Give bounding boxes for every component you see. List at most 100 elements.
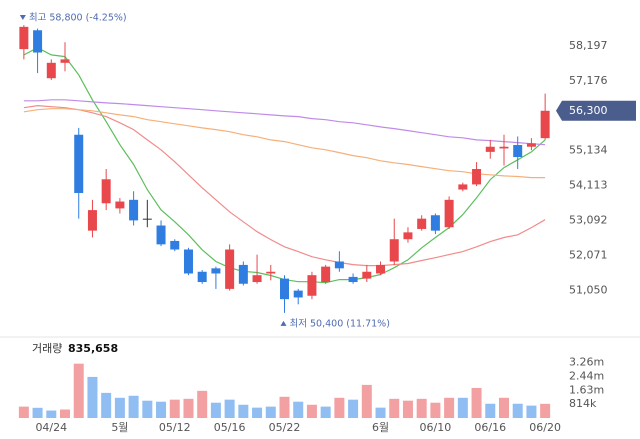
candle-body <box>19 26 29 50</box>
x-tick-label: 05/12 <box>159 421 191 434</box>
volume-bar <box>498 397 509 418</box>
candle-body <box>280 278 289 300</box>
volume-bar <box>444 397 455 418</box>
candle-body <box>129 199 139 221</box>
volume-bar <box>114 397 125 418</box>
candle-body <box>362 271 372 279</box>
candle-body <box>485 146 495 152</box>
low-marker-arrow <box>280 320 287 326</box>
candle-body <box>403 232 413 240</box>
volume-bar <box>128 395 139 418</box>
y-tick-label: 814k <box>569 397 597 410</box>
volume-bar <box>46 410 57 418</box>
volume-bar <box>60 409 71 418</box>
volume-bar <box>210 402 221 418</box>
volume-latest: 835,658 <box>68 342 118 355</box>
volume-bar <box>73 363 84 418</box>
current-price-label: 56,300 <box>569 104 608 117</box>
candle-body <box>334 261 344 269</box>
y-tick-label: 57,176 <box>569 74 608 87</box>
volume-bar <box>457 397 468 418</box>
volume-bar <box>375 407 386 418</box>
volume-bar <box>293 401 304 418</box>
volume-bar <box>416 398 427 418</box>
candle-body <box>115 201 125 209</box>
y-tick-label: 2.44m <box>569 370 604 383</box>
candle-body <box>376 264 386 274</box>
candle-body <box>526 143 536 147</box>
moving-average-line <box>23 108 546 179</box>
x-tick-label: 05/22 <box>269 421 301 434</box>
candle-body <box>458 184 468 190</box>
y-tick-label: 1.63m <box>569 383 604 396</box>
volume-bar <box>526 405 537 418</box>
x-tick-label: 5월 <box>111 421 128 434</box>
volume-bar <box>183 398 194 418</box>
volume-bar <box>252 407 263 418</box>
candle-body <box>540 110 550 139</box>
volume-bar <box>101 392 112 418</box>
y-tick-label: 51,050 <box>569 284 608 297</box>
candle-body <box>156 225 166 245</box>
candle-body <box>87 210 97 231</box>
y-tick-label: 55,134 <box>569 144 608 157</box>
candle-body <box>170 240 180 250</box>
volume-bar <box>512 403 523 418</box>
candle-body <box>430 215 440 231</box>
x-tick-label: 06/20 <box>529 421 561 434</box>
volume-bar <box>265 406 276 418</box>
volume-bar <box>87 376 98 418</box>
volume-bar <box>32 407 43 418</box>
high-marker-arrow <box>19 15 26 20</box>
x-tick-label: 6월 <box>372 421 389 434</box>
low-annotation: 최저 50,400 (11.71%) <box>290 318 390 329</box>
candle-body <box>348 276 358 283</box>
volume-bar <box>334 397 345 418</box>
candle-body <box>74 134 84 193</box>
moving-average-line <box>23 99 546 146</box>
volume-bar <box>306 404 317 418</box>
volume-bar <box>169 399 180 418</box>
volume-bar <box>348 399 359 418</box>
volume-bar <box>156 401 167 418</box>
volume-bar <box>485 403 496 418</box>
volume-bar <box>238 404 249 418</box>
x-tick-label: 04/24 <box>35 421 67 434</box>
candle-body <box>513 145 523 158</box>
candle-body <box>183 249 193 274</box>
volume-bar <box>430 402 441 418</box>
volume-bar <box>279 396 290 418</box>
candle-body <box>472 169 482 185</box>
volume-bar <box>540 403 551 418</box>
volume-bar <box>197 390 208 418</box>
volume-bar <box>320 406 331 418</box>
candle-body <box>33 30 43 53</box>
candle-body <box>389 239 399 262</box>
candle-body <box>499 146 509 149</box>
candle-body <box>293 290 303 298</box>
volume-bar <box>389 398 400 418</box>
volume-bar <box>361 384 372 418</box>
candle-body <box>211 268 221 274</box>
candle-body <box>238 264 248 284</box>
x-tick-label: 05/16 <box>214 421 246 434</box>
candle-body <box>197 271 207 283</box>
y-tick-label: 54,113 <box>569 179 608 192</box>
candle-body <box>60 59 70 63</box>
moving-average-line <box>23 104 546 267</box>
high-annotation: 최고 58,800 (-4.25%) <box>29 13 127 24</box>
candle-body <box>266 271 276 274</box>
volume-title: 거래량 <box>32 342 62 355</box>
volume-bar <box>142 400 153 418</box>
candle-body <box>225 249 235 289</box>
candle-body <box>46 62 56 79</box>
x-tick-label: 06/16 <box>474 421 506 434</box>
current-price-badge <box>556 100 636 121</box>
candle-body <box>307 275 317 296</box>
candle-body <box>101 179 111 204</box>
volume-bar <box>224 399 235 418</box>
x-tick-label: 06/10 <box>420 421 452 434</box>
volume-bar <box>471 387 482 418</box>
